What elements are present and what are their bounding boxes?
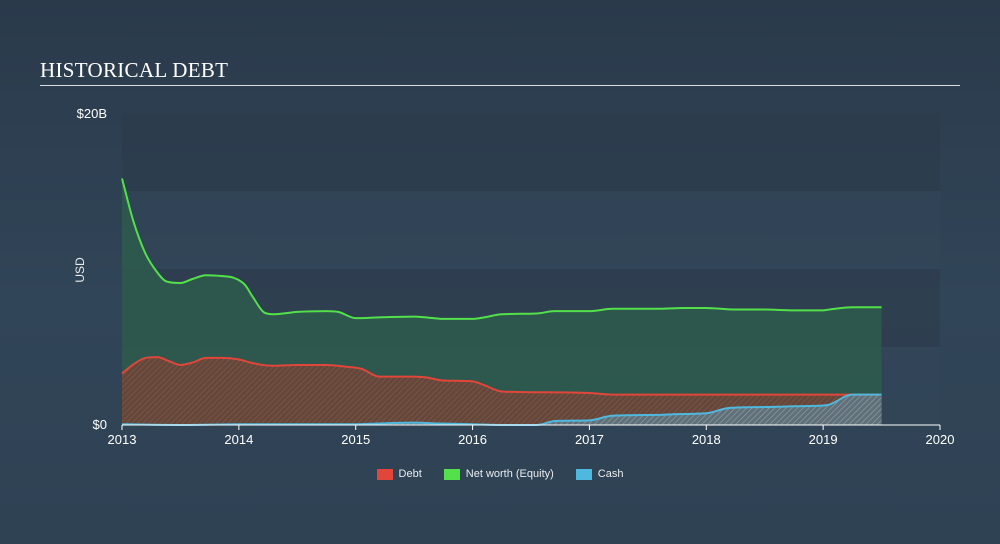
series-lines bbox=[121, 178, 882, 427]
x-tick-label: 2013 bbox=[108, 432, 137, 447]
x-tick-label: 2015 bbox=[341, 432, 370, 447]
x-tick-label: 2019 bbox=[809, 432, 838, 447]
x-tick-label: 2018 bbox=[692, 432, 721, 447]
equity-area bbox=[122, 178, 882, 425]
legend-item-equity[interactable]: Net worth (Equity) bbox=[443, 468, 554, 480]
background-band bbox=[122, 113, 940, 191]
debt-area bbox=[122, 357, 882, 425]
cash-area bbox=[122, 394, 882, 425]
legend-label-equity: Net worth (Equity) bbox=[465, 468, 554, 480]
x-tick-label: 2017 bbox=[575, 432, 604, 447]
legend-item-cash[interactable]: Cash bbox=[575, 468, 624, 480]
legend-label-debt: Debt bbox=[398, 468, 422, 480]
x-tick-label: 2016 bbox=[458, 432, 487, 447]
background-band bbox=[122, 191, 940, 269]
y-tick-label: $0 bbox=[93, 417, 107, 432]
axes: 2013 2014 2015 2016 2017 2018 2019 2020 $0 $20B US… bbox=[73, 106, 954, 447]
y-tick-label: $20B bbox=[77, 106, 107, 121]
x-tick-label: 2020 bbox=[926, 432, 955, 447]
debt-line bbox=[121, 356, 882, 396]
title-divider bbox=[40, 85, 960, 86]
series-areas bbox=[122, 178, 882, 425]
equity-line bbox=[121, 178, 882, 320]
legend-swatch-equity bbox=[443, 468, 460, 480]
y-axis-label: USD bbox=[73, 257, 87, 283]
legend-swatch-cash bbox=[575, 468, 592, 480]
legend-item-debt[interactable]: Debt bbox=[376, 468, 422, 480]
chart-title: HISTORICAL DEBT bbox=[40, 58, 229, 82]
legend: Debt Net worth (Equity) Cash bbox=[0, 468, 1000, 480]
legend-label-cash: Cash bbox=[597, 468, 624, 480]
cash-line bbox=[121, 393, 882, 427]
legend-swatch-debt bbox=[376, 468, 393, 480]
x-tick-label: 2014 bbox=[224, 432, 253, 447]
